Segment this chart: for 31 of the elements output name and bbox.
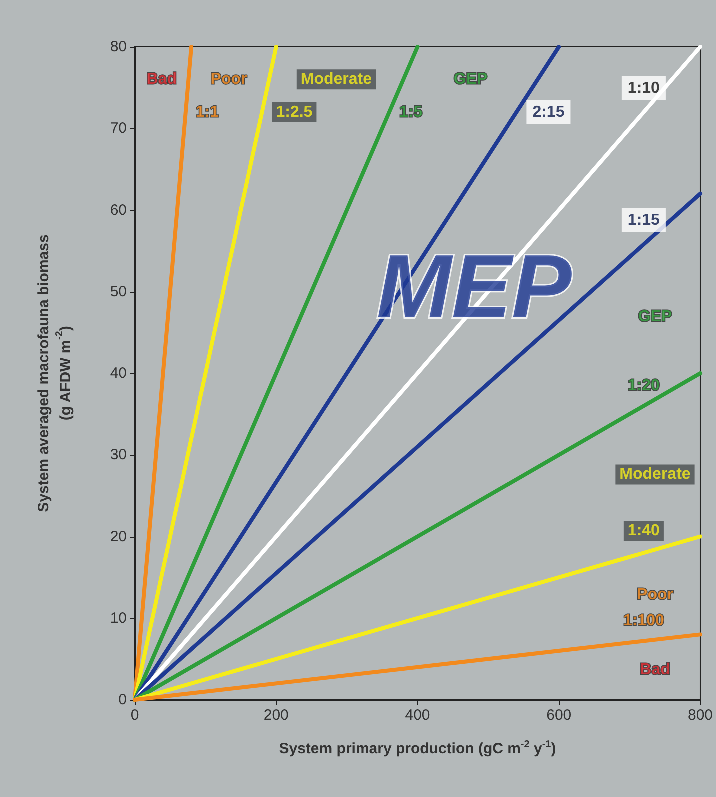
x-tick-label: 400 (405, 707, 430, 724)
y-tick-label: 10 (110, 610, 127, 627)
series-label: 1:5 (399, 104, 423, 121)
y-tick-label: 70 (110, 120, 127, 138)
annotation: GEP (454, 71, 488, 88)
annotation: Poor (637, 586, 674, 604)
series-label: 2:15 (532, 104, 565, 121)
series-label: 1:2.5 (276, 104, 313, 121)
x-tick-label: 200 (264, 707, 289, 724)
x-tick-label: 0 (130, 707, 140, 724)
y-tick-label: 0 (118, 692, 127, 708)
series-label: 1:100 (623, 612, 664, 630)
x-tick-label: 600 (546, 707, 572, 724)
series-label: 1:40 (628, 522, 660, 540)
y-tick-label: 20 (110, 528, 127, 546)
annotation: Moderate (300, 71, 372, 88)
annotation: Bad (640, 661, 670, 678)
y-tick-label: 30 (110, 446, 127, 464)
series-label: 1:15 (628, 212, 660, 230)
y-tick-label: 50 (110, 283, 127, 300)
series-label: 1:1 (196, 104, 220, 121)
series-label: 1:20 (628, 378, 660, 395)
annotation: GEP (638, 308, 672, 326)
series-label: 1:10 (628, 80, 660, 97)
y-tick-label: 80 (110, 38, 127, 56)
y-tick-label: 40 (110, 365, 127, 382)
y-tick-label: 60 (110, 202, 127, 219)
annotation: Bad (146, 71, 177, 88)
annotation: Poor (210, 71, 248, 88)
annotation: Moderate (620, 466, 691, 484)
x-tick-label: 800 (688, 707, 713, 724)
